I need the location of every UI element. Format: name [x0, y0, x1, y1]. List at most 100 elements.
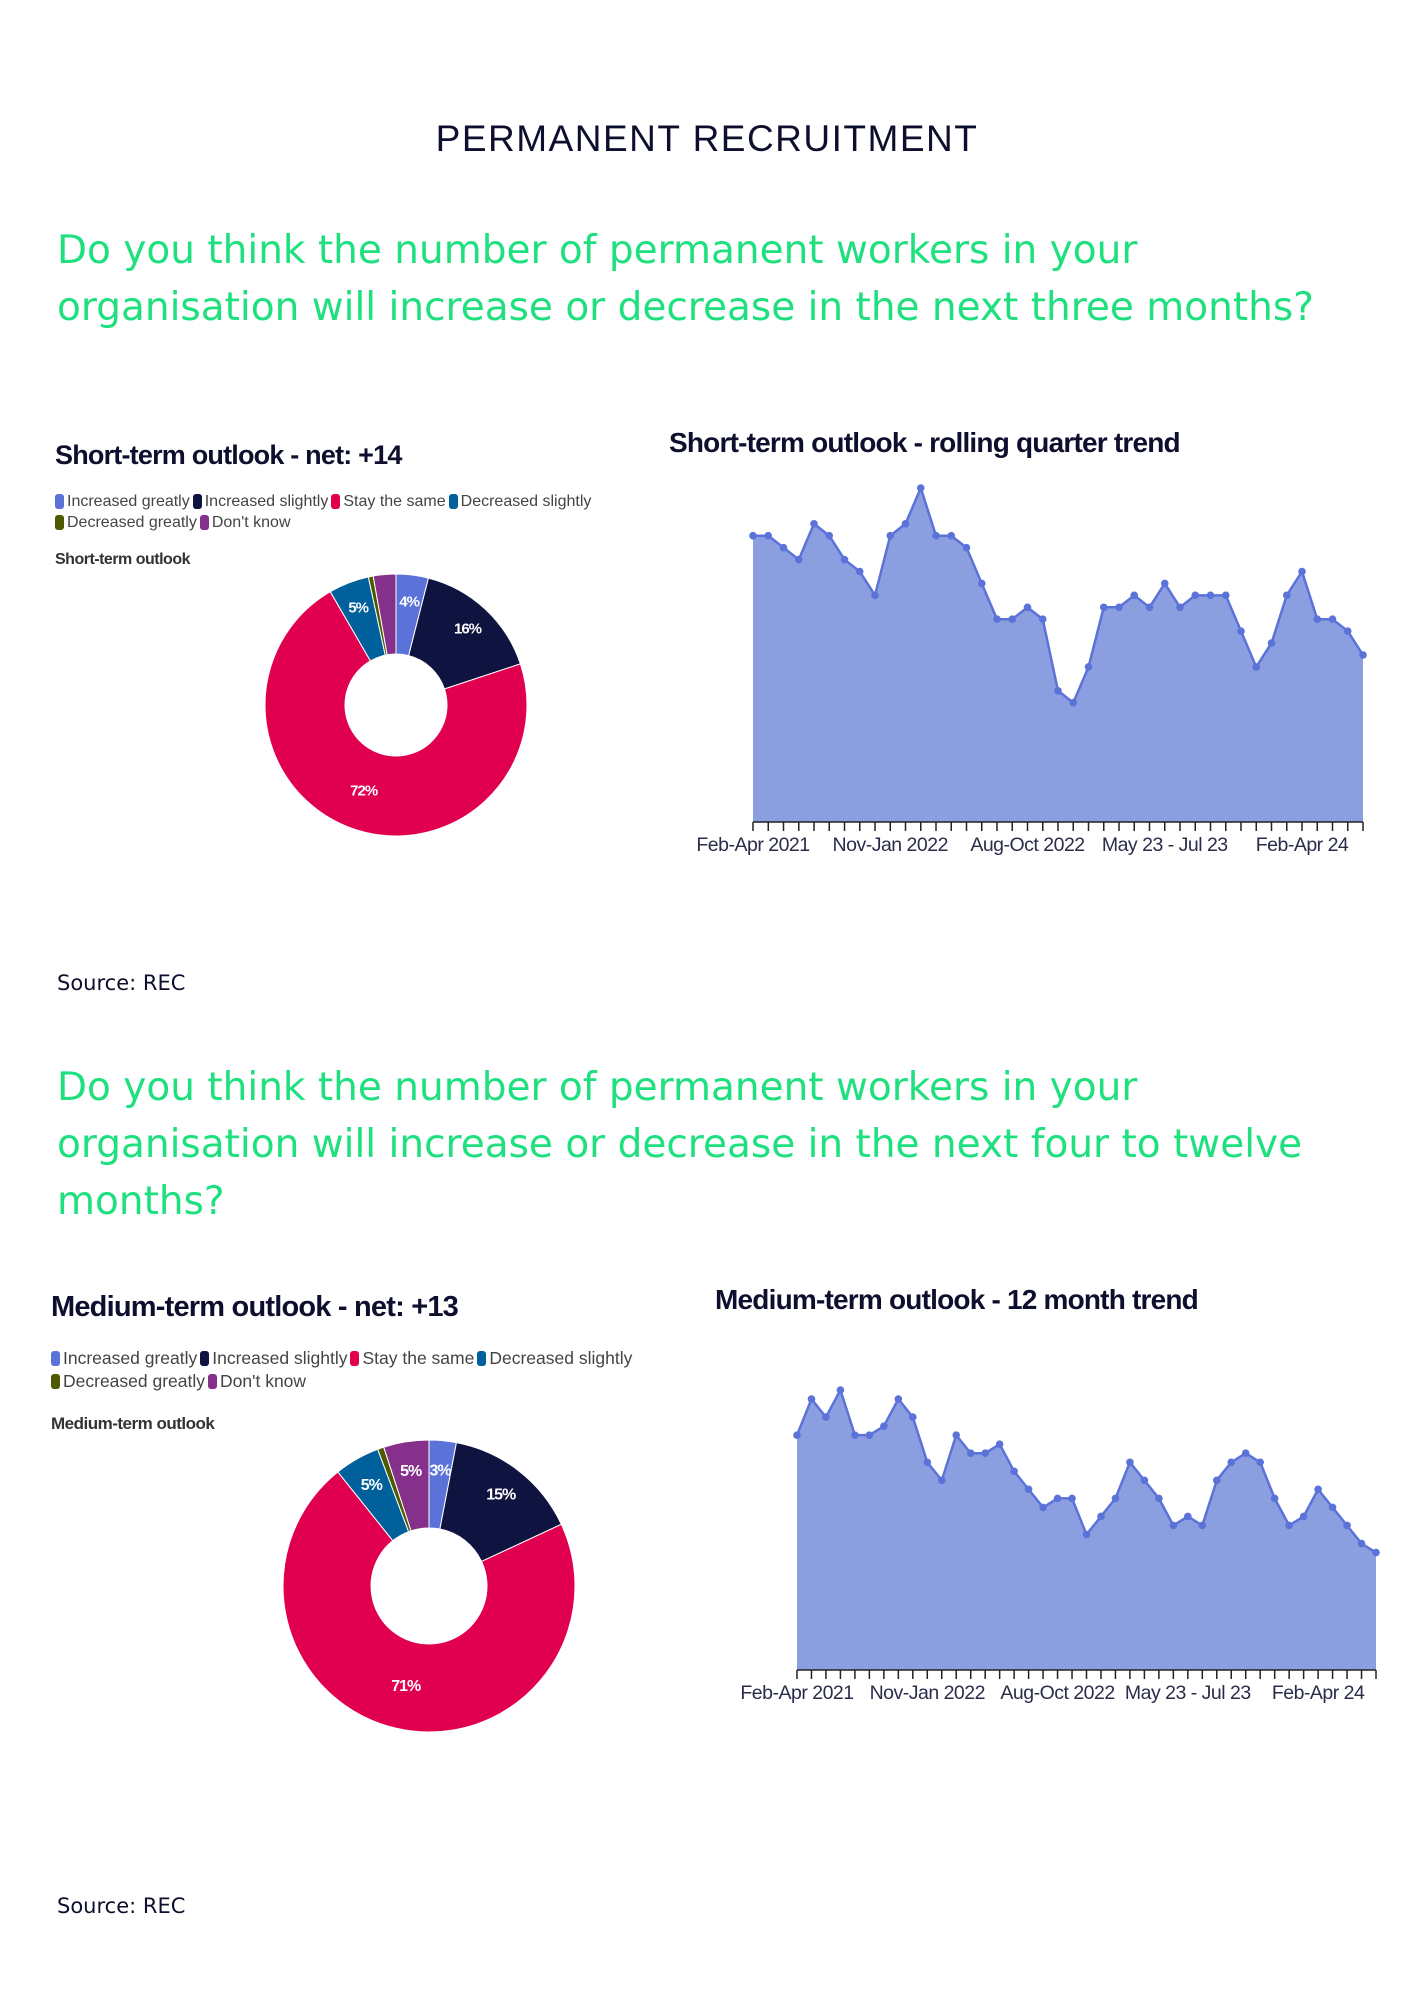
- legend-item[interactable]: Increased slightly: [192, 491, 328, 512]
- data-point[interactable]: [894, 1395, 903, 1403]
- data-point[interactable]: [851, 1431, 859, 1439]
- data-point[interactable]: [1023, 603, 1032, 612]
- data-point[interactable]: [1282, 591, 1291, 600]
- data-point[interactable]: [1285, 1521, 1293, 1530]
- data-point[interactable]: [932, 531, 940, 540]
- data-point[interactable]: [825, 531, 834, 540]
- legend-item[interactable]: Stay the same: [350, 1347, 474, 1370]
- data-point[interactable]: [1010, 1467, 1018, 1476]
- data-point[interactable]: [764, 531, 773, 540]
- data-point[interactable]: [937, 1476, 946, 1485]
- legend-item[interactable]: Increased slightly: [200, 1347, 347, 1370]
- data-point[interactable]: [1024, 1485, 1033, 1494]
- data-point[interactable]: [1008, 615, 1017, 624]
- data-point[interactable]: [1054, 686, 1062, 695]
- data-point[interactable]: [1313, 615, 1322, 624]
- data-point[interactable]: [1082, 1530, 1091, 1539]
- data-point[interactable]: [1191, 591, 1200, 600]
- data-point[interactable]: [1099, 603, 1108, 612]
- data-point[interactable]: [1069, 698, 1078, 707]
- data-point[interactable]: [1198, 1521, 1207, 1530]
- data-point[interactable]: [995, 1440, 1004, 1448]
- data-point[interactable]: [1111, 1494, 1120, 1503]
- pie-slice[interactable]: [264, 591, 528, 837]
- data-point[interactable]: [840, 555, 849, 564]
- data-point[interactable]: [909, 1413, 917, 1421]
- legend-item[interactable]: Stay the same: [331, 491, 446, 512]
- data-point[interactable]: [1206, 591, 1215, 600]
- data-point[interactable]: [1155, 1494, 1163, 1503]
- data-point[interactable]: [947, 531, 956, 540]
- data-point[interactable]: [1359, 651, 1367, 659]
- data-point[interactable]: [993, 615, 1001, 624]
- legend-item[interactable]: Decreased slightly: [477, 1347, 632, 1370]
- data-point[interactable]: [1039, 1503, 1047, 1512]
- legend-item[interactable]: Don't know: [199, 512, 291, 533]
- data-point[interactable]: [1084, 663, 1093, 671]
- data-point[interactable]: [1221, 591, 1230, 600]
- data-point[interactable]: [1256, 1458, 1264, 1467]
- pie-slice[interactable]: [439, 1442, 562, 1563]
- data-point[interactable]: [865, 1431, 874, 1439]
- data-point[interactable]: [1343, 1521, 1351, 1530]
- data-point[interactable]: [1160, 579, 1169, 588]
- data-point[interactable]: [1130, 591, 1139, 600]
- data-point[interactable]: [1328, 1503, 1337, 1512]
- data-point[interactable]: [886, 531, 895, 540]
- data-point[interactable]: [793, 1431, 801, 1439]
- data-point[interactable]: [1053, 1494, 1062, 1503]
- data-point[interactable]: [871, 591, 879, 600]
- data-point[interactable]: [1145, 603, 1154, 612]
- data-point[interactable]: [1252, 663, 1261, 671]
- pie-slice[interactable]: [408, 577, 522, 690]
- legend-item[interactable]: Increased greatly: [51, 1347, 197, 1370]
- data-point[interactable]: [1270, 1494, 1279, 1503]
- data-point[interactable]: [1097, 1512, 1105, 1521]
- data-point[interactable]: [855, 567, 864, 576]
- data-point[interactable]: [749, 531, 757, 540]
- data-point[interactable]: [794, 555, 803, 564]
- data-point[interactable]: [1038, 615, 1047, 624]
- data-point[interactable]: [981, 1449, 989, 1458]
- data-point[interactable]: [1267, 639, 1276, 647]
- data-point[interactable]: [1115, 603, 1123, 612]
- data-point[interactable]: [822, 1413, 830, 1421]
- legend-item[interactable]: Decreased greatly: [55, 512, 197, 533]
- data-point[interactable]: [1298, 567, 1306, 576]
- data-point[interactable]: [810, 519, 818, 528]
- data-point[interactable]: [1237, 627, 1245, 635]
- legend-item[interactable]: Increased greatly: [55, 491, 190, 512]
- data-point[interactable]: [901, 519, 910, 528]
- data-point[interactable]: [916, 484, 925, 492]
- data-point[interactable]: [1176, 603, 1184, 612]
- data-point[interactable]: [1314, 1485, 1322, 1494]
- data-point[interactable]: [1169, 1521, 1178, 1530]
- data-point[interactable]: [807, 1395, 816, 1403]
- legend-item[interactable]: Decreased slightly: [448, 491, 591, 512]
- data-point[interactable]: [923, 1458, 932, 1467]
- data-point[interactable]: [952, 1431, 961, 1439]
- data-point[interactable]: [1184, 1512, 1192, 1521]
- data-point[interactable]: [779, 543, 788, 552]
- pie-slice[interactable]: [282, 1471, 576, 1733]
- legend-item[interactable]: Don't know: [208, 1370, 306, 1393]
- data-point[interactable]: [1299, 1512, 1308, 1521]
- data-point[interactable]: [1227, 1458, 1236, 1467]
- data-point[interactable]: [1328, 615, 1337, 624]
- data-point[interactable]: [1068, 1494, 1076, 1503]
- data-point[interactable]: [1241, 1449, 1250, 1458]
- data-point[interactable]: [836, 1386, 845, 1394]
- data-point[interactable]: [1212, 1476, 1221, 1485]
- data-point[interactable]: [1372, 1548, 1380, 1557]
- data-point[interactable]: [977, 579, 986, 588]
- data-point[interactable]: [966, 1449, 975, 1458]
- pie-slice[interactable]: [383, 1439, 430, 1532]
- pie-slice[interactable]: [372, 573, 397, 656]
- data-point[interactable]: [1343, 627, 1352, 635]
- data-point[interactable]: [1140, 1476, 1149, 1485]
- data-point[interactable]: [962, 543, 971, 552]
- data-point[interactable]: [1126, 1458, 1134, 1467]
- data-point[interactable]: [1357, 1539, 1366, 1548]
- legend-item[interactable]: Decreased greatly: [51, 1370, 205, 1393]
- data-point[interactable]: [880, 1422, 888, 1430]
